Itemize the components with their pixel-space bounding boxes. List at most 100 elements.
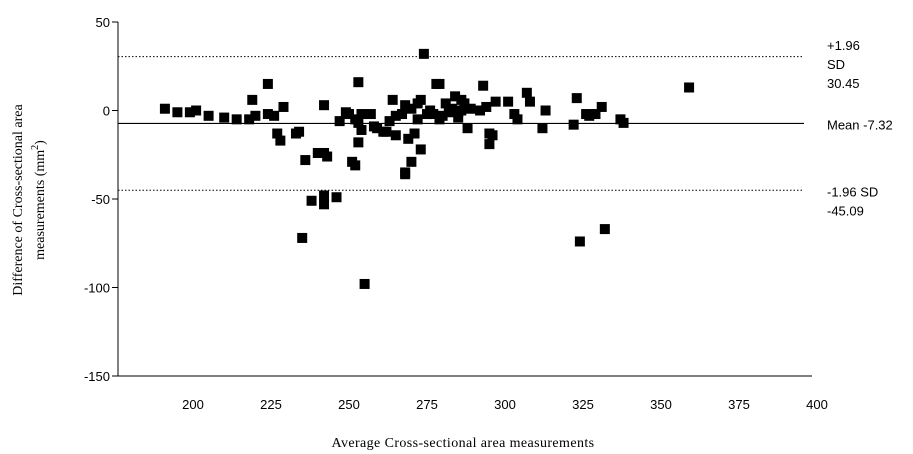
x-axis-ticks: 200 225 250 275 300 325 350 375 400: [182, 397, 828, 412]
x-tick-label: 400: [806, 397, 828, 412]
data-point: [191, 105, 202, 116]
x-tick-label: 200: [182, 397, 204, 412]
data-point: [400, 167, 411, 178]
reference-lines: [118, 56, 804, 191]
data-point: [475, 105, 486, 116]
data-point: [599, 224, 610, 235]
data-point: [250, 110, 261, 121]
data-point: [571, 93, 582, 104]
reference-line-label: -1.96 SD: [827, 184, 878, 199]
data-point: [406, 156, 417, 167]
data-point: [440, 98, 451, 109]
data-point: [484, 139, 495, 150]
data-point: [524, 96, 535, 107]
data-point: [353, 137, 364, 148]
data-point: [381, 126, 392, 137]
reference-line-label: SD: [827, 57, 845, 72]
data-point: [353, 117, 364, 128]
data-point: [322, 151, 333, 162]
data-point: [684, 82, 695, 93]
data-point: [306, 195, 317, 206]
data-point: [384, 116, 395, 127]
data-point: [415, 94, 426, 105]
data-point: [262, 78, 273, 89]
data-point: [397, 109, 408, 120]
data-point: [184, 107, 195, 118]
data-point: [275, 135, 286, 146]
data-point: [247, 94, 258, 105]
data-point: [300, 155, 311, 166]
data-point: [490, 96, 501, 107]
data-point: [272, 128, 283, 139]
data-point: [415, 144, 426, 155]
data-point: [403, 133, 414, 144]
data-point: [372, 123, 383, 134]
data-point: [262, 109, 273, 120]
data-point: [356, 124, 367, 135]
data-points: [159, 48, 695, 289]
reference-labels: +1.96 SD 30.45 Mean -7.32 -1.96 SD -45.09: [827, 38, 893, 218]
y-axis-title-line2: measurements (mm2): [30, 140, 48, 260]
data-point: [231, 114, 242, 125]
data-point: [390, 110, 401, 121]
x-tick-label: 325: [572, 397, 594, 412]
data-point: [319, 100, 330, 111]
data-point: [503, 96, 514, 107]
reference-line-label: -45.09: [827, 203, 864, 218]
y-axis-title: Difference of Cross-sectional area measu…: [11, 104, 48, 296]
data-point: [353, 77, 364, 88]
data-point: [481, 101, 492, 112]
data-point: [465, 103, 476, 114]
data-point: [462, 123, 473, 134]
data-point: [331, 192, 342, 203]
data-point: [356, 109, 367, 120]
data-point: [159, 103, 170, 114]
data-point: [446, 103, 457, 114]
data-point: [584, 110, 595, 121]
data-point: [456, 105, 467, 116]
y-axis-title-end: ): [33, 140, 48, 145]
data-point: [219, 112, 230, 123]
data-point: [334, 116, 345, 127]
data-point: [319, 199, 330, 210]
data-point: [478, 80, 489, 91]
data-point: [574, 236, 585, 247]
reference-line-label: Mean -7.32: [827, 117, 893, 132]
x-tick-label: 275: [416, 397, 438, 412]
y-axis-ticks: 50 0 -50 -100 -150: [84, 15, 118, 384]
data-point: [437, 110, 448, 121]
data-point: [400, 100, 411, 111]
data-point: [312, 147, 323, 158]
data-point: [244, 114, 255, 125]
data-point: [172, 107, 183, 118]
data-point: [390, 130, 401, 141]
data-point: [319, 190, 330, 201]
data-point: [521, 87, 532, 98]
data-point: [278, 101, 289, 112]
data-point: [387, 94, 398, 105]
x-axis-title: Average Cross-sectional area measurement…: [332, 436, 595, 451]
data-point: [537, 123, 548, 134]
data-point: [203, 110, 214, 121]
y-axis-title-main: measurements (mm: [33, 150, 48, 260]
x-tick-label: 350: [650, 397, 672, 412]
data-point: [294, 126, 305, 137]
data-point: [459, 98, 470, 109]
x-tick-label: 375: [728, 397, 750, 412]
data-point: [350, 160, 361, 171]
data-point: [406, 103, 417, 114]
data-point: [590, 109, 601, 120]
data-point: [487, 130, 498, 141]
y-tick-label: -150: [84, 369, 110, 384]
data-point: [359, 278, 370, 289]
data-point: [453, 112, 464, 123]
data-point: [412, 114, 423, 125]
reference-line-label: +1.96: [827, 38, 860, 53]
reference-line-label: 30.45: [827, 76, 860, 91]
y-tick-label: 50: [96, 15, 110, 30]
y-tick-label: 0: [103, 104, 110, 119]
x-tick-label: 300: [494, 397, 516, 412]
data-point: [512, 114, 523, 125]
axes: [117, 22, 812, 377]
data-point: [450, 91, 461, 102]
